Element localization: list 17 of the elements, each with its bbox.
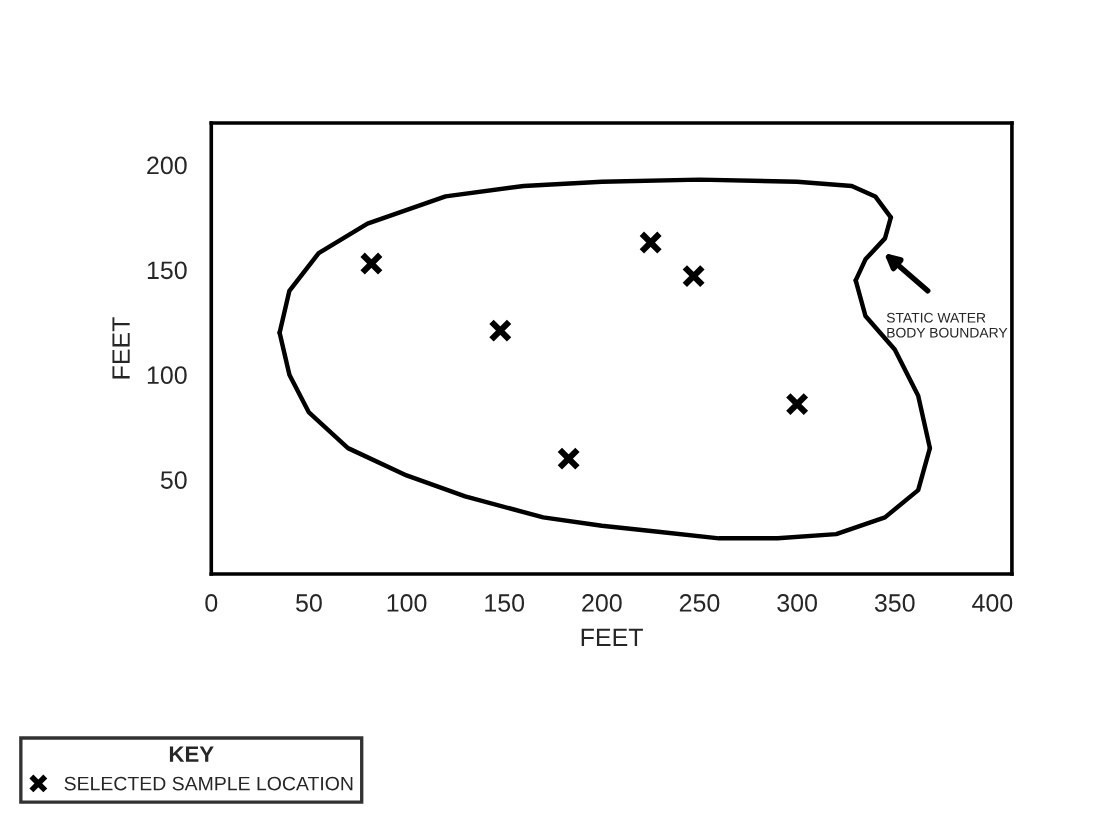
y-tick-label: 100 [147,366,187,385]
x-tick-label: 350 [874,594,915,612]
y-tick-label: 200 [147,156,187,175]
x-tick-label: 50 [296,594,322,612]
x-tick-label: 250 [679,594,720,612]
y-tick-label: 150 [147,261,187,280]
legend-label: SELECTED SAMPLE LOCATION [64,776,353,791]
x-tick-label: 150 [485,594,525,612]
x-tick-label: 400 [972,594,1013,612]
y-tick-label: 50 [160,471,187,489]
legend-title: KEY [169,746,214,762]
x-tick-label: 0 [205,594,218,612]
x-tick-label: 300 [777,594,817,612]
y-axis-title: FEET [112,317,130,379]
x-tick-label: 100 [387,594,427,612]
x-axis-title: FEET [581,628,643,646]
x-tick-label: 200 [582,594,622,612]
